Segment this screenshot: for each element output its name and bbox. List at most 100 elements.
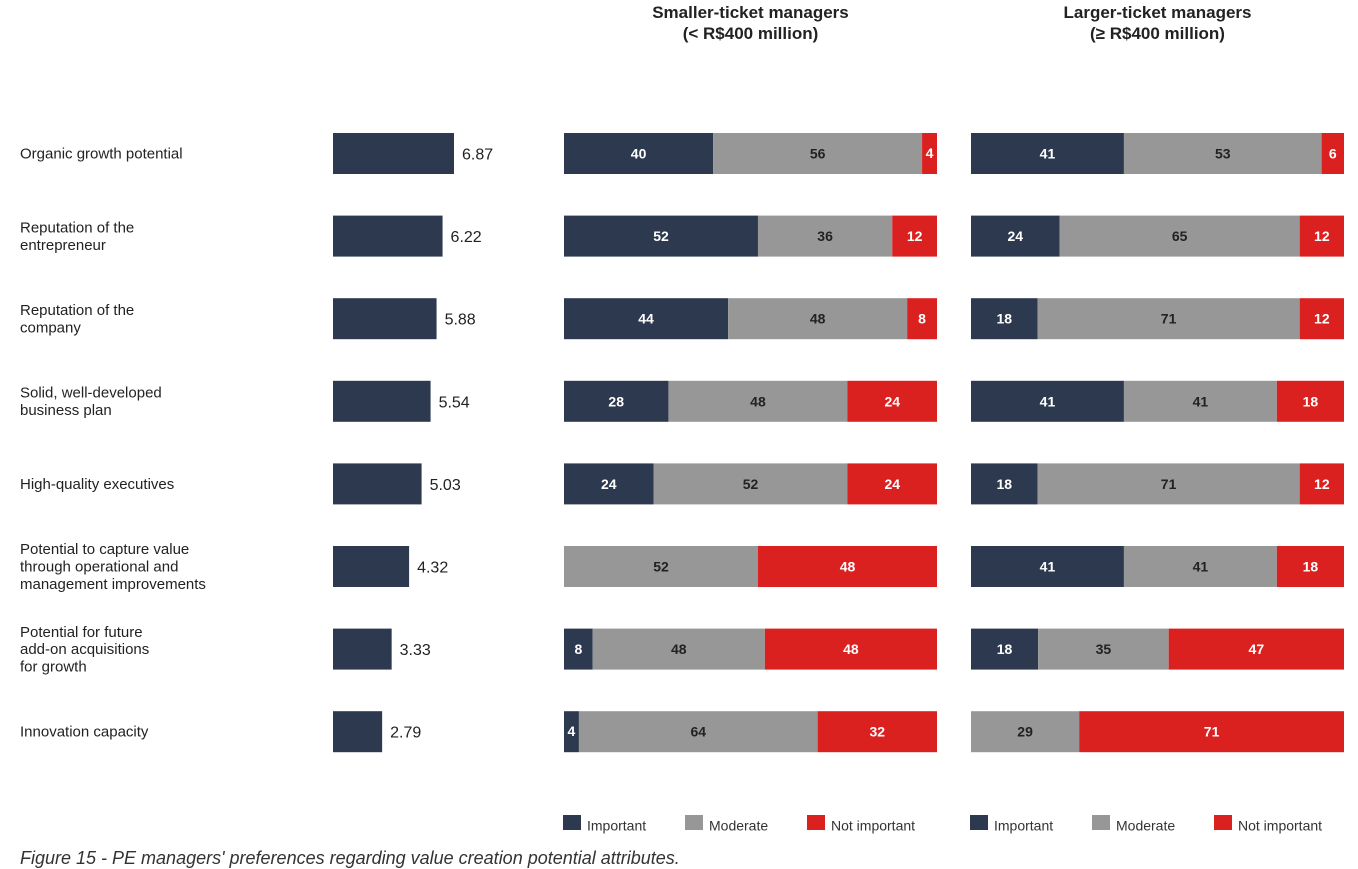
- score-bar: [333, 298, 437, 340]
- segment-value-label: 53: [1215, 146, 1231, 162]
- score-bar: [333, 546, 410, 587]
- segment-value-label: 48: [840, 559, 856, 575]
- segment-value-label: 8: [918, 311, 926, 327]
- category-label: Innovation capacity: [20, 724, 149, 741]
- moderate-segment: [578, 711, 818, 753]
- score-value-label: 6.22: [451, 229, 482, 246]
- segment-value-label: 28: [608, 393, 624, 409]
- segment-value-label: 56: [810, 146, 826, 162]
- important-segment: [564, 463, 654, 505]
- not-important-segment: [922, 133, 937, 174]
- important-segment: [564, 628, 593, 670]
- smaller-ticket-legend-label: Important: [587, 818, 646, 834]
- segment-value-label: 48: [750, 393, 766, 409]
- score-bar: [333, 215, 443, 257]
- moderate-segment: [1123, 546, 1277, 587]
- segment-value-label: 36: [817, 228, 833, 244]
- segment-value-label: 48: [810, 311, 826, 327]
- segment-value-label: 18: [997, 641, 1013, 657]
- moderate-segment: [1037, 463, 1300, 505]
- segment-value-label: 35: [1096, 641, 1112, 657]
- larger-ticket-panel-title: Larger-ticket managers (≥ R$400 million): [1063, 3, 1251, 43]
- segment-value-label: 44: [638, 311, 654, 327]
- segment-value-label: 18: [1303, 559, 1319, 575]
- segment-value-label: 29: [1017, 724, 1033, 740]
- segment-value-label: 52: [653, 228, 669, 244]
- segment-value-label: 4: [568, 723, 576, 739]
- not-important-segment: [757, 546, 937, 587]
- segment-value-label: 41: [1040, 146, 1056, 162]
- important-segment: [564, 133, 714, 174]
- segment-value-label: 52: [743, 476, 759, 492]
- segment-value-label: 71: [1204, 724, 1220, 740]
- segment-value-label: 71: [1161, 311, 1177, 327]
- score-value-label: 5.88: [445, 312, 476, 329]
- not-important-segment: [892, 215, 937, 257]
- segment-value-label: 71: [1161, 476, 1177, 492]
- segment-value-label: 12: [1314, 228, 1330, 244]
- score-value-label: 4.32: [417, 560, 448, 577]
- category-label: Organic growth potential: [20, 146, 183, 163]
- segment-value-label: 12: [1314, 476, 1330, 492]
- segment-value-label: 12: [907, 228, 923, 244]
- moderate-segment: [971, 711, 1080, 753]
- segment-value-label: 24: [601, 476, 617, 492]
- not-important-segment: [1299, 215, 1344, 257]
- score-value-label: 5.03: [430, 477, 461, 494]
- category-label: Reputation of the entrepreneur: [20, 219, 134, 253]
- smaller-ticket-legend-swatch: [563, 815, 581, 830]
- smaller-ticket-legend-swatch: [807, 815, 825, 830]
- larger-ticket-legend-swatch: [1092, 815, 1110, 830]
- category-label: High-quality executives: [20, 476, 174, 493]
- segment-value-label: 24: [884, 476, 900, 492]
- category-label: Potential to capture value through operat…: [20, 541, 206, 593]
- not-important-segment: [1168, 628, 1344, 670]
- moderate-segment: [1038, 628, 1169, 670]
- larger-ticket-legend-label: Not important: [1238, 818, 1322, 834]
- segment-value-label: 40: [631, 146, 647, 162]
- smaller-ticket-panel-title: Smaller-ticket managers (< R$400 million): [652, 3, 849, 43]
- not-important-segment: [1299, 298, 1344, 340]
- segment-value-label: 24: [884, 393, 900, 409]
- segment-value-label: 47: [1249, 641, 1265, 657]
- segment-value-label: 18: [996, 311, 1012, 327]
- score-bar: [333, 628, 392, 670]
- category-label: Reputation of the company: [20, 302, 134, 336]
- segment-value-label: 48: [671, 641, 687, 657]
- moderate-segment: [1037, 298, 1300, 340]
- not-important-segment: [1299, 463, 1344, 505]
- value-creation-chart: Organic growth potential Reputation of th…: [20, 3, 1344, 834]
- not-important-segment: [1276, 546, 1344, 587]
- important-segment: [971, 628, 1039, 670]
- score-bar: [333, 711, 383, 753]
- larger-ticket-legend-label: Important: [994, 818, 1053, 834]
- score-bar: [333, 380, 431, 422]
- smaller-ticket-legend-label: Moderate: [709, 818, 768, 834]
- segment-value-label: 41: [1040, 393, 1056, 409]
- segment-value-label: 18: [996, 476, 1012, 492]
- segment-value-label: 24: [1008, 228, 1024, 244]
- score-bar: [333, 463, 422, 505]
- segment-value-label: 41: [1193, 559, 1209, 575]
- segment-value-label: 32: [870, 724, 886, 740]
- category-label: Potential for future add-on acquisitions f…: [20, 624, 149, 676]
- moderate-segment: [1059, 215, 1300, 257]
- moderate-segment: [653, 463, 848, 505]
- important-segment: [971, 133, 1124, 174]
- moderate-segment: [728, 298, 908, 340]
- not-important-segment: [847, 380, 937, 422]
- important-segment: [971, 215, 1060, 257]
- important-segment: [971, 380, 1124, 422]
- segment-value-label: 41: [1040, 559, 1056, 575]
- segment-value-label: 65: [1172, 228, 1188, 244]
- segment-value-label: 12: [1314, 311, 1330, 327]
- score-value-label: 6.87: [462, 147, 493, 164]
- score-bar: [333, 133, 454, 174]
- not-important-segment: [1079, 711, 1344, 753]
- not-important-segment: [907, 298, 937, 340]
- larger-ticket-legend-swatch: [970, 815, 988, 830]
- segment-value-label: 64: [690, 724, 706, 740]
- not-important-segment: [1321, 133, 1344, 174]
- figure-caption: Figure 15 - PE managers' preferences reg…: [20, 848, 680, 868]
- segment-value-label: 18: [1303, 393, 1319, 409]
